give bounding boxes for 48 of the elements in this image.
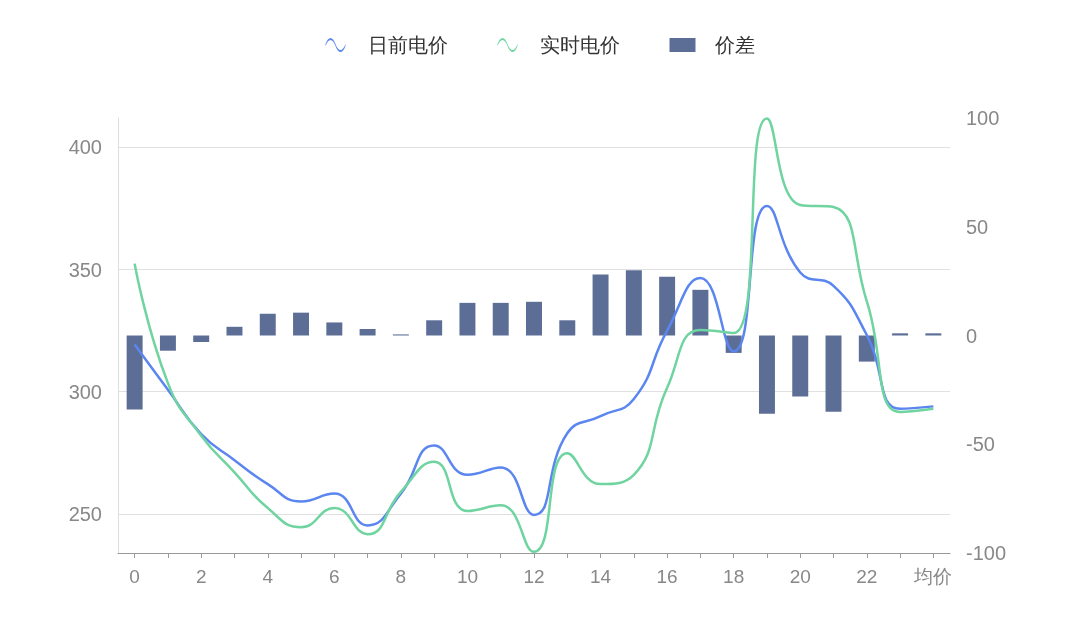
y-tick-label: 400: [68, 136, 102, 159]
bar: [159, 335, 176, 351]
bar: [359, 328, 376, 336]
legend-label: 实时电价: [539, 34, 620, 56]
bar: [825, 335, 842, 412]
bar: [526, 301, 542, 336]
bar: [126, 335, 143, 410]
x-tick-label: 12: [523, 566, 545, 587]
legend-label: 价差: [713, 34, 755, 56]
bar: [659, 276, 676, 336]
x-tick-label: 20: [789, 566, 811, 587]
line-series: [133, 117, 935, 554]
y-tick-label: 350: [68, 258, 102, 281]
x-tick-label: 10: [456, 566, 479, 587]
bar: [326, 322, 343, 336]
x-tick-label: 18: [723, 566, 745, 587]
y2-tick-label: 50: [966, 215, 989, 238]
y2-tick-label: 0: [966, 324, 978, 347]
legend-label: 日前电价: [367, 34, 448, 56]
x-tick-label: 14: [589, 566, 612, 587]
x-tick-label: 0: [129, 566, 140, 587]
x-tick-label: 均价: [913, 566, 953, 587]
y-tick-label: 300: [68, 380, 102, 403]
bar: [925, 333, 942, 336]
x-tick-label: 16: [656, 566, 678, 587]
bar: [559, 320, 576, 336]
bar: [293, 312, 310, 336]
bar: [492, 302, 509, 336]
bar: [193, 335, 210, 343]
y2-tick-label: 100: [966, 107, 1000, 129]
bar: [259, 313, 276, 336]
bar: [792, 335, 809, 397]
x-tick-label: 8: [395, 566, 407, 587]
y2-tick-label: -100: [966, 542, 1007, 564]
bar: [692, 289, 709, 336]
x-tick-label: 22: [856, 566, 878, 587]
bar: [226, 326, 243, 336]
bar: [426, 320, 443, 336]
x-tick-label: 2: [195, 566, 207, 587]
y-tick-label: 250: [68, 502, 102, 525]
bar: [625, 270, 642, 336]
bar: [592, 274, 609, 336]
y2-tick-label: -50: [966, 433, 995, 456]
bar: [459, 302, 476, 336]
bar: [892, 333, 909, 336]
x-tick-label: 4: [262, 566, 274, 587]
bar: [758, 335, 775, 414]
x-tick-label: 6: [329, 566, 340, 587]
